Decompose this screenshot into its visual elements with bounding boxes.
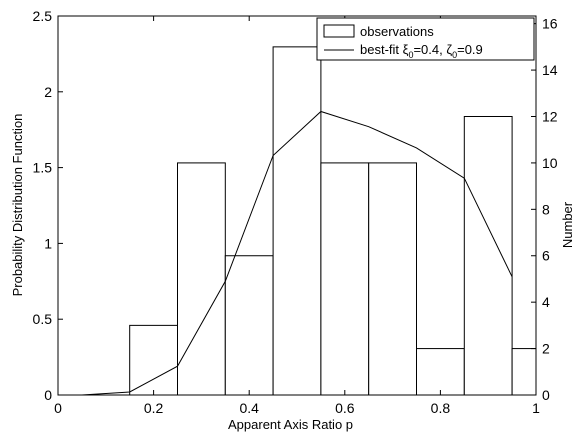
legend-fit-sub2: 0 — [452, 50, 457, 60]
legend-fit-suffix: =0.9 — [457, 42, 483, 57]
y-tick-label: 1.5 — [33, 160, 53, 176]
legend-swatch-observations — [323, 24, 355, 38]
bar — [224, 255, 274, 396]
plot-frame — [57, 15, 537, 396]
y-tick-label-right: 10 — [542, 155, 558, 171]
y-tick-label-right: 12 — [542, 108, 558, 124]
legend-fit-middle: =0.4, ζ — [413, 42, 452, 57]
y-tick-label: 0 — [44, 387, 52, 403]
y-tick-label-right: 0 — [542, 387, 550, 403]
bar — [511, 348, 537, 396]
y-tick-label: 2 — [44, 84, 52, 100]
bar — [272, 46, 322, 396]
best-fit-line — [81, 110, 513, 396]
bar — [320, 162, 370, 396]
legend-fit-prefix: best-fit ξ — [360, 42, 409, 57]
y-tick-label: 0.5 — [33, 311, 53, 327]
histogram-bars — [129, 46, 537, 396]
x-tick-label: 0.8 — [431, 400, 451, 416]
y-tick-label-right: 4 — [542, 294, 550, 310]
x-tick-label: 0.4 — [239, 400, 259, 416]
bar — [129, 324, 178, 396]
y-tick-label-right: 16 — [542, 16, 558, 32]
legend: observations best-fit ξ0=0.4, ζ0=0.9 — [316, 17, 535, 61]
y-tick-label: 2.5 — [33, 8, 53, 24]
y-tick-label-right: 2 — [542, 341, 550, 357]
x-tick-label: 1 — [532, 400, 540, 416]
bar — [177, 162, 226, 396]
x-tick-label: 0 — [54, 400, 62, 416]
y-axis-label-right: Number — [560, 201, 575, 248]
y-axis-label: Probability Distribution Function — [10, 114, 25, 297]
x-tick-label: 0.2 — [144, 400, 164, 416]
bar — [463, 115, 513, 396]
legend-fit-sub1: 0 — [408, 50, 413, 60]
y-tick-label-right: 6 — [542, 248, 550, 264]
y-tick-label-right: 8 — [542, 201, 550, 217]
x-axis-label: Apparent Axis Ratio p — [228, 417, 353, 432]
bar — [368, 162, 418, 396]
y-tick-label: 1 — [44, 235, 52, 251]
legend-label-fit: best-fit ξ0=0.4, ζ0=0.9 — [360, 42, 483, 60]
x-tick-label: 0.6 — [335, 400, 355, 416]
bar — [416, 348, 465, 396]
legend-label-observations: observations — [360, 24, 434, 39]
y-tick-label-right: 14 — [542, 62, 558, 78]
